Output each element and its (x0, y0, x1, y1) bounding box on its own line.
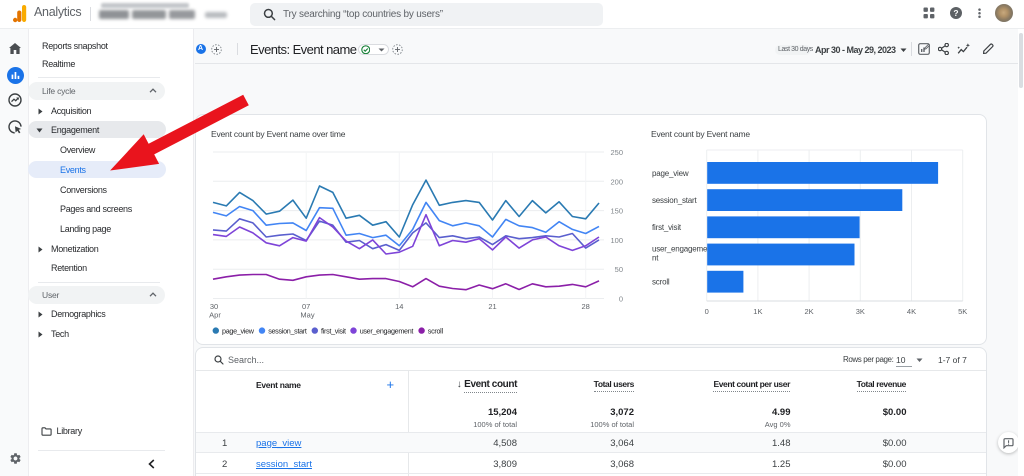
svg-text:21: 21 (488, 302, 496, 311)
svg-text:first_visit: first_visit (652, 223, 682, 232)
svg-text:page_view: page_view (652, 169, 689, 178)
svg-text:May: May (300, 311, 314, 320)
svg-text:0: 0 (705, 307, 709, 316)
svg-text:first_visit: first_visit (321, 326, 346, 335)
svg-text:50: 50 (615, 265, 623, 274)
svg-text:2K: 2K (805, 307, 814, 316)
svg-text:user_engageme: user_engageme (652, 244, 708, 253)
svg-text:scroll: scroll (652, 278, 670, 287)
svg-text:0: 0 (619, 295, 623, 304)
svg-text:28: 28 (582, 302, 590, 311)
svg-text:session_start: session_start (268, 326, 307, 335)
svg-text:150: 150 (610, 207, 623, 216)
svg-text:07: 07 (302, 302, 310, 311)
svg-text:100: 100 (610, 236, 623, 245)
svg-text:4K: 4K (907, 307, 916, 316)
svg-text:5K: 5K (958, 307, 967, 316)
svg-text:session_start: session_start (652, 196, 698, 205)
svg-text:page_view: page_view (222, 326, 255, 335)
svg-text:200: 200 (610, 177, 623, 186)
svg-text:250: 250 (610, 148, 623, 157)
svg-text:nt: nt (652, 253, 659, 262)
svg-text:scroll: scroll (428, 326, 444, 335)
svg-text:3K: 3K (856, 307, 865, 316)
svg-text:1K: 1K (753, 307, 762, 316)
svg-text:30: 30 (210, 302, 218, 311)
svg-text:14: 14 (395, 302, 403, 311)
svg-text:Apr: Apr (209, 311, 221, 320)
svg-text:user_engagement: user_engagement (360, 326, 414, 335)
